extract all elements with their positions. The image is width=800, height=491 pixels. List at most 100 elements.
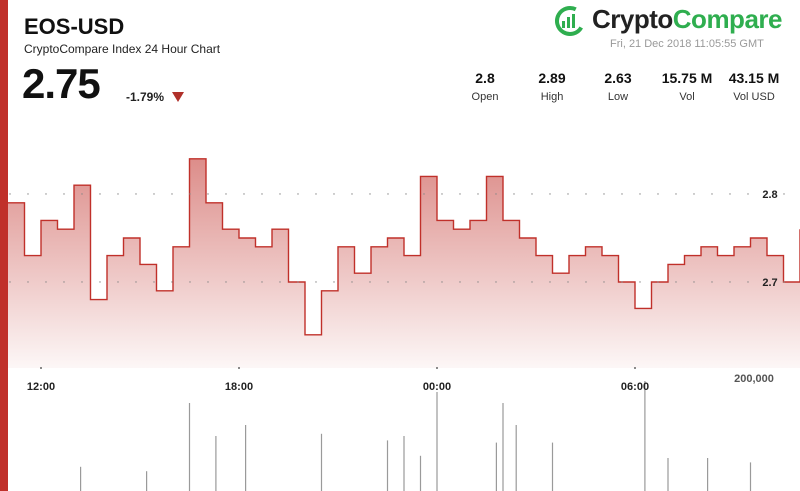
grid-dot — [369, 193, 371, 195]
grid-dot — [423, 281, 425, 283]
price-change: -1.79% — [126, 90, 165, 104]
grid-dot — [675, 281, 677, 283]
grid-dot — [477, 193, 479, 195]
grid-dot — [99, 281, 101, 283]
grid-dot — [783, 193, 785, 195]
stat-high-value: 2.89 — [538, 70, 566, 86]
stat-low-label: Low — [607, 91, 629, 103]
stat-high: 2.89 High — [517, 70, 587, 103]
grid-dot — [27, 281, 29, 283]
grid-dot — [765, 281, 767, 283]
grid-dot — [45, 193, 47, 195]
grid-dot — [171, 281, 173, 283]
stat-vol-usd: 43.15 M Vol USD — [719, 70, 789, 103]
pair-title: EOS-USD — [24, 14, 125, 39]
x-tick-label: 12:00 — [27, 381, 55, 393]
x-tick-mark — [436, 367, 438, 369]
grid-dot — [693, 193, 695, 195]
grid-dot — [657, 281, 659, 283]
grid-dot — [333, 281, 335, 283]
grid-dot — [567, 193, 569, 195]
cryptocompare-logo-icon — [555, 6, 585, 36]
y-tick-label: 2.8 — [762, 189, 777, 201]
grid-dot — [135, 281, 137, 283]
timestamp: Fri, 21 Dec 2018 11:05:55 GMT — [610, 38, 764, 50]
grid-dot — [657, 193, 659, 195]
grid-dot — [279, 193, 281, 195]
grid-dot — [189, 281, 191, 283]
grid-dot — [531, 281, 533, 283]
x-tick-label: 00:00 — [423, 381, 451, 393]
grid-dot — [261, 193, 263, 195]
grid-dot — [99, 193, 101, 195]
grid-dot — [729, 281, 731, 283]
grid-dot — [477, 281, 479, 283]
grid-dot — [495, 193, 497, 195]
grid-dot — [315, 281, 317, 283]
grid-dot — [711, 281, 713, 283]
grid-dot — [9, 281, 11, 283]
grid-dot — [189, 193, 191, 195]
left-accent-bar — [0, 0, 8, 491]
grid-dot — [63, 281, 65, 283]
grid-dot — [747, 193, 749, 195]
grid-dot — [63, 193, 65, 195]
grid-dot — [279, 281, 281, 283]
grid-dot — [603, 281, 605, 283]
stat-open-label: Open — [471, 91, 499, 103]
grid-dot — [765, 193, 767, 195]
stat-low-value: 2.63 — [604, 70, 632, 86]
grid-dot — [513, 193, 515, 195]
grid-dot — [513, 281, 515, 283]
logo-text: CryptoCompare — [592, 4, 782, 35]
price-area — [8, 158, 800, 368]
grid-dot — [387, 281, 389, 283]
grid-dot — [387, 193, 389, 195]
grid-dot — [549, 193, 551, 195]
stat-open: 2.8 Open — [450, 70, 520, 103]
grid-dot — [351, 281, 353, 283]
grid-dot — [693, 281, 695, 283]
grid-dot — [603, 193, 605, 195]
grid-dot — [153, 281, 155, 283]
grid-dot — [567, 281, 569, 283]
grid-dot — [171, 193, 173, 195]
grid-dot — [621, 281, 623, 283]
y-tick-label: 2.7 — [762, 277, 777, 289]
grid-dot — [45, 281, 47, 283]
grid-dot — [81, 281, 83, 283]
x-tick-label: 06:00 — [621, 381, 649, 393]
grid-dot — [297, 193, 299, 195]
grid-dot — [243, 281, 245, 283]
grid-dot — [117, 193, 119, 195]
grid-dots — [9, 193, 785, 283]
grid-dot — [621, 193, 623, 195]
grid-dot — [441, 281, 443, 283]
grid-dot — [639, 193, 641, 195]
grid-dot — [459, 281, 461, 283]
grid-dot — [333, 193, 335, 195]
grid-dot — [747, 281, 749, 283]
stat-low: 2.63 Low — [583, 70, 653, 103]
grid-dot — [585, 281, 587, 283]
volume-tick-label: 200,000 — [734, 373, 774, 385]
stat-vol-usd-value: 43.15 M — [728, 70, 780, 86]
grid-dot — [153, 193, 155, 195]
grid-dot — [495, 281, 497, 283]
grid-dot — [369, 281, 371, 283]
grid-dot — [459, 193, 461, 195]
price-area-layer — [8, 158, 800, 368]
axis-labels: 2.8 2.7 12:00 18:00 00:00 06:00 200,000 — [27, 189, 778, 393]
down-arrow-icon — [172, 92, 184, 102]
stat-vol-usd-label: Vol USD — [733, 91, 775, 103]
grid-dot — [405, 193, 407, 195]
stat-high-label: High — [540, 91, 564, 103]
grid-dot — [549, 281, 551, 283]
stat-vol-value: 15.75 M — [661, 70, 713, 86]
grid-dot — [711, 193, 713, 195]
grid-dot — [27, 193, 29, 195]
grid-dot — [585, 193, 587, 195]
x-tick-mark — [634, 367, 636, 369]
grid-dot — [225, 281, 227, 283]
grid-dot — [315, 193, 317, 195]
